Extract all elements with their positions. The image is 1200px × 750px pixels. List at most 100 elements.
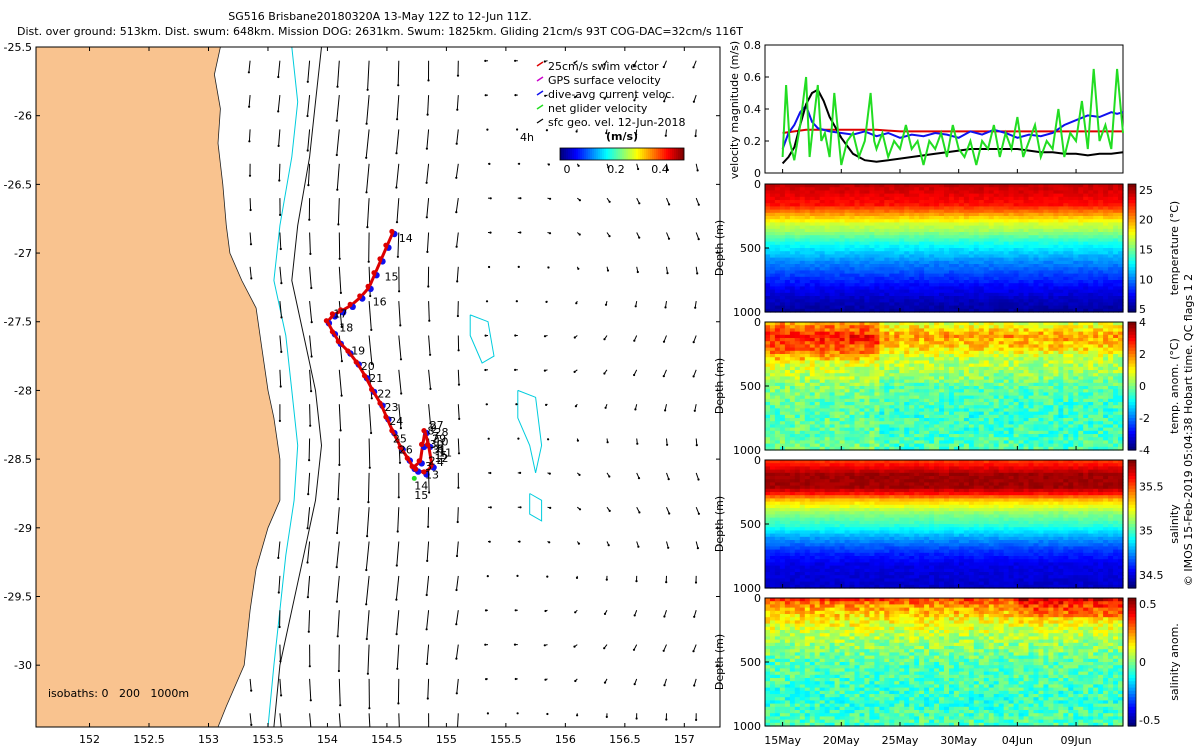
section-cell bbox=[784, 437, 791, 441]
geo-vector-head bbox=[608, 235, 611, 238]
section-cell bbox=[834, 398, 841, 403]
section-cell bbox=[789, 430, 796, 435]
speed-colorbar-frame bbox=[559, 147, 685, 161]
section-cell bbox=[1083, 276, 1089, 281]
section-cell bbox=[1053, 267, 1059, 271]
geo-vector-head bbox=[606, 269, 610, 272]
section-cell bbox=[944, 193, 950, 198]
geo-vector-head bbox=[426, 697, 429, 700]
section-cell bbox=[1103, 283, 1109, 287]
section-cell bbox=[1058, 248, 1064, 252]
section-cell bbox=[1023, 244, 1030, 249]
section-cell bbox=[1103, 244, 1109, 249]
section-cell bbox=[829, 209, 836, 214]
section-cell bbox=[829, 322, 836, 326]
section-cell bbox=[859, 386, 866, 390]
geo-vector bbox=[277, 95, 281, 112]
section-cell bbox=[953, 232, 960, 236]
section-cell bbox=[899, 421, 905, 425]
section-cell bbox=[904, 283, 910, 287]
section-cell bbox=[1098, 196, 1104, 201]
section-cell bbox=[849, 328, 856, 333]
section-cell bbox=[879, 228, 885, 233]
section-cell bbox=[839, 376, 846, 381]
section-cell bbox=[904, 328, 910, 333]
section-cell bbox=[899, 184, 905, 188]
section-cell bbox=[1073, 302, 1079, 307]
section-cell bbox=[844, 373, 851, 377]
geo-vector bbox=[366, 198, 370, 228]
section-cell bbox=[864, 350, 870, 355]
section-cell bbox=[1083, 289, 1089, 294]
section-cell bbox=[794, 286, 801, 291]
section-cell bbox=[914, 241, 920, 246]
velocity-ylabel: velocity magnitude (m/s) bbox=[728, 41, 741, 179]
section-cell bbox=[869, 209, 875, 214]
geo-vector-head bbox=[425, 216, 428, 219]
section-cell bbox=[854, 225, 861, 230]
section-cell bbox=[844, 251, 851, 255]
section-cell bbox=[904, 206, 910, 211]
section-cell bbox=[1003, 238, 1010, 243]
section-cell bbox=[854, 296, 861, 300]
section-cell bbox=[799, 411, 806, 416]
section-cell bbox=[929, 267, 935, 271]
section-cell bbox=[779, 206, 786, 211]
section-cell bbox=[909, 193, 915, 198]
section-cell bbox=[849, 286, 856, 291]
section-cell bbox=[1088, 286, 1094, 291]
section-cell bbox=[844, 418, 851, 422]
geo-vector-head bbox=[635, 717, 638, 720]
section-cell bbox=[869, 440, 875, 445]
section-cell bbox=[889, 366, 895, 371]
section-cell bbox=[824, 437, 831, 441]
section-cell bbox=[1118, 254, 1124, 259]
section-cell bbox=[1033, 273, 1040, 278]
section-cell bbox=[765, 325, 771, 329]
section-cell bbox=[998, 286, 1005, 291]
geo-vector bbox=[457, 369, 460, 385]
section-cell bbox=[779, 289, 786, 294]
section-cell bbox=[919, 225, 925, 230]
section-cell bbox=[998, 276, 1005, 281]
section-colorbar-cell bbox=[1128, 260, 1136, 265]
section-cell bbox=[779, 379, 786, 384]
section-cell bbox=[939, 238, 945, 243]
section-cell bbox=[1053, 228, 1059, 233]
section-cell bbox=[899, 427, 905, 432]
section-cell bbox=[834, 338, 841, 342]
section-cell bbox=[973, 238, 980, 243]
section-cell bbox=[988, 254, 995, 259]
section-cell bbox=[839, 344, 846, 349]
geo-vector-head bbox=[250, 277, 253, 280]
section-cell bbox=[904, 222, 910, 227]
section-cell bbox=[889, 389, 895, 393]
section-cell bbox=[1068, 248, 1074, 252]
section-cell bbox=[804, 257, 811, 262]
section-cell bbox=[804, 325, 811, 329]
section-cell bbox=[770, 248, 776, 252]
section-cell bbox=[968, 232, 975, 236]
section-cell bbox=[1088, 203, 1094, 207]
geo-vector bbox=[395, 575, 400, 600]
section-cell bbox=[814, 376, 821, 381]
section-cell bbox=[919, 305, 925, 310]
section-cell bbox=[924, 196, 930, 201]
section-cell bbox=[904, 216, 910, 220]
geo-vector-head bbox=[489, 231, 492, 234]
speed-colorbar-cell bbox=[670, 148, 673, 160]
geo-vector-head bbox=[396, 667, 399, 670]
section-cell bbox=[765, 437, 771, 441]
geo-vector-head bbox=[516, 712, 519, 715]
section-cell bbox=[949, 264, 955, 268]
section-cell bbox=[1028, 251, 1035, 255]
section-cell bbox=[784, 244, 791, 249]
section-cell bbox=[953, 212, 960, 217]
section-cell bbox=[784, 418, 791, 422]
section-colorbar-cell bbox=[1128, 190, 1136, 195]
geo-vector-head bbox=[456, 74, 460, 77]
section-cell bbox=[869, 424, 875, 429]
section-cell bbox=[770, 443, 776, 448]
geo-vector-head bbox=[664, 134, 667, 137]
section-cell bbox=[884, 187, 890, 191]
